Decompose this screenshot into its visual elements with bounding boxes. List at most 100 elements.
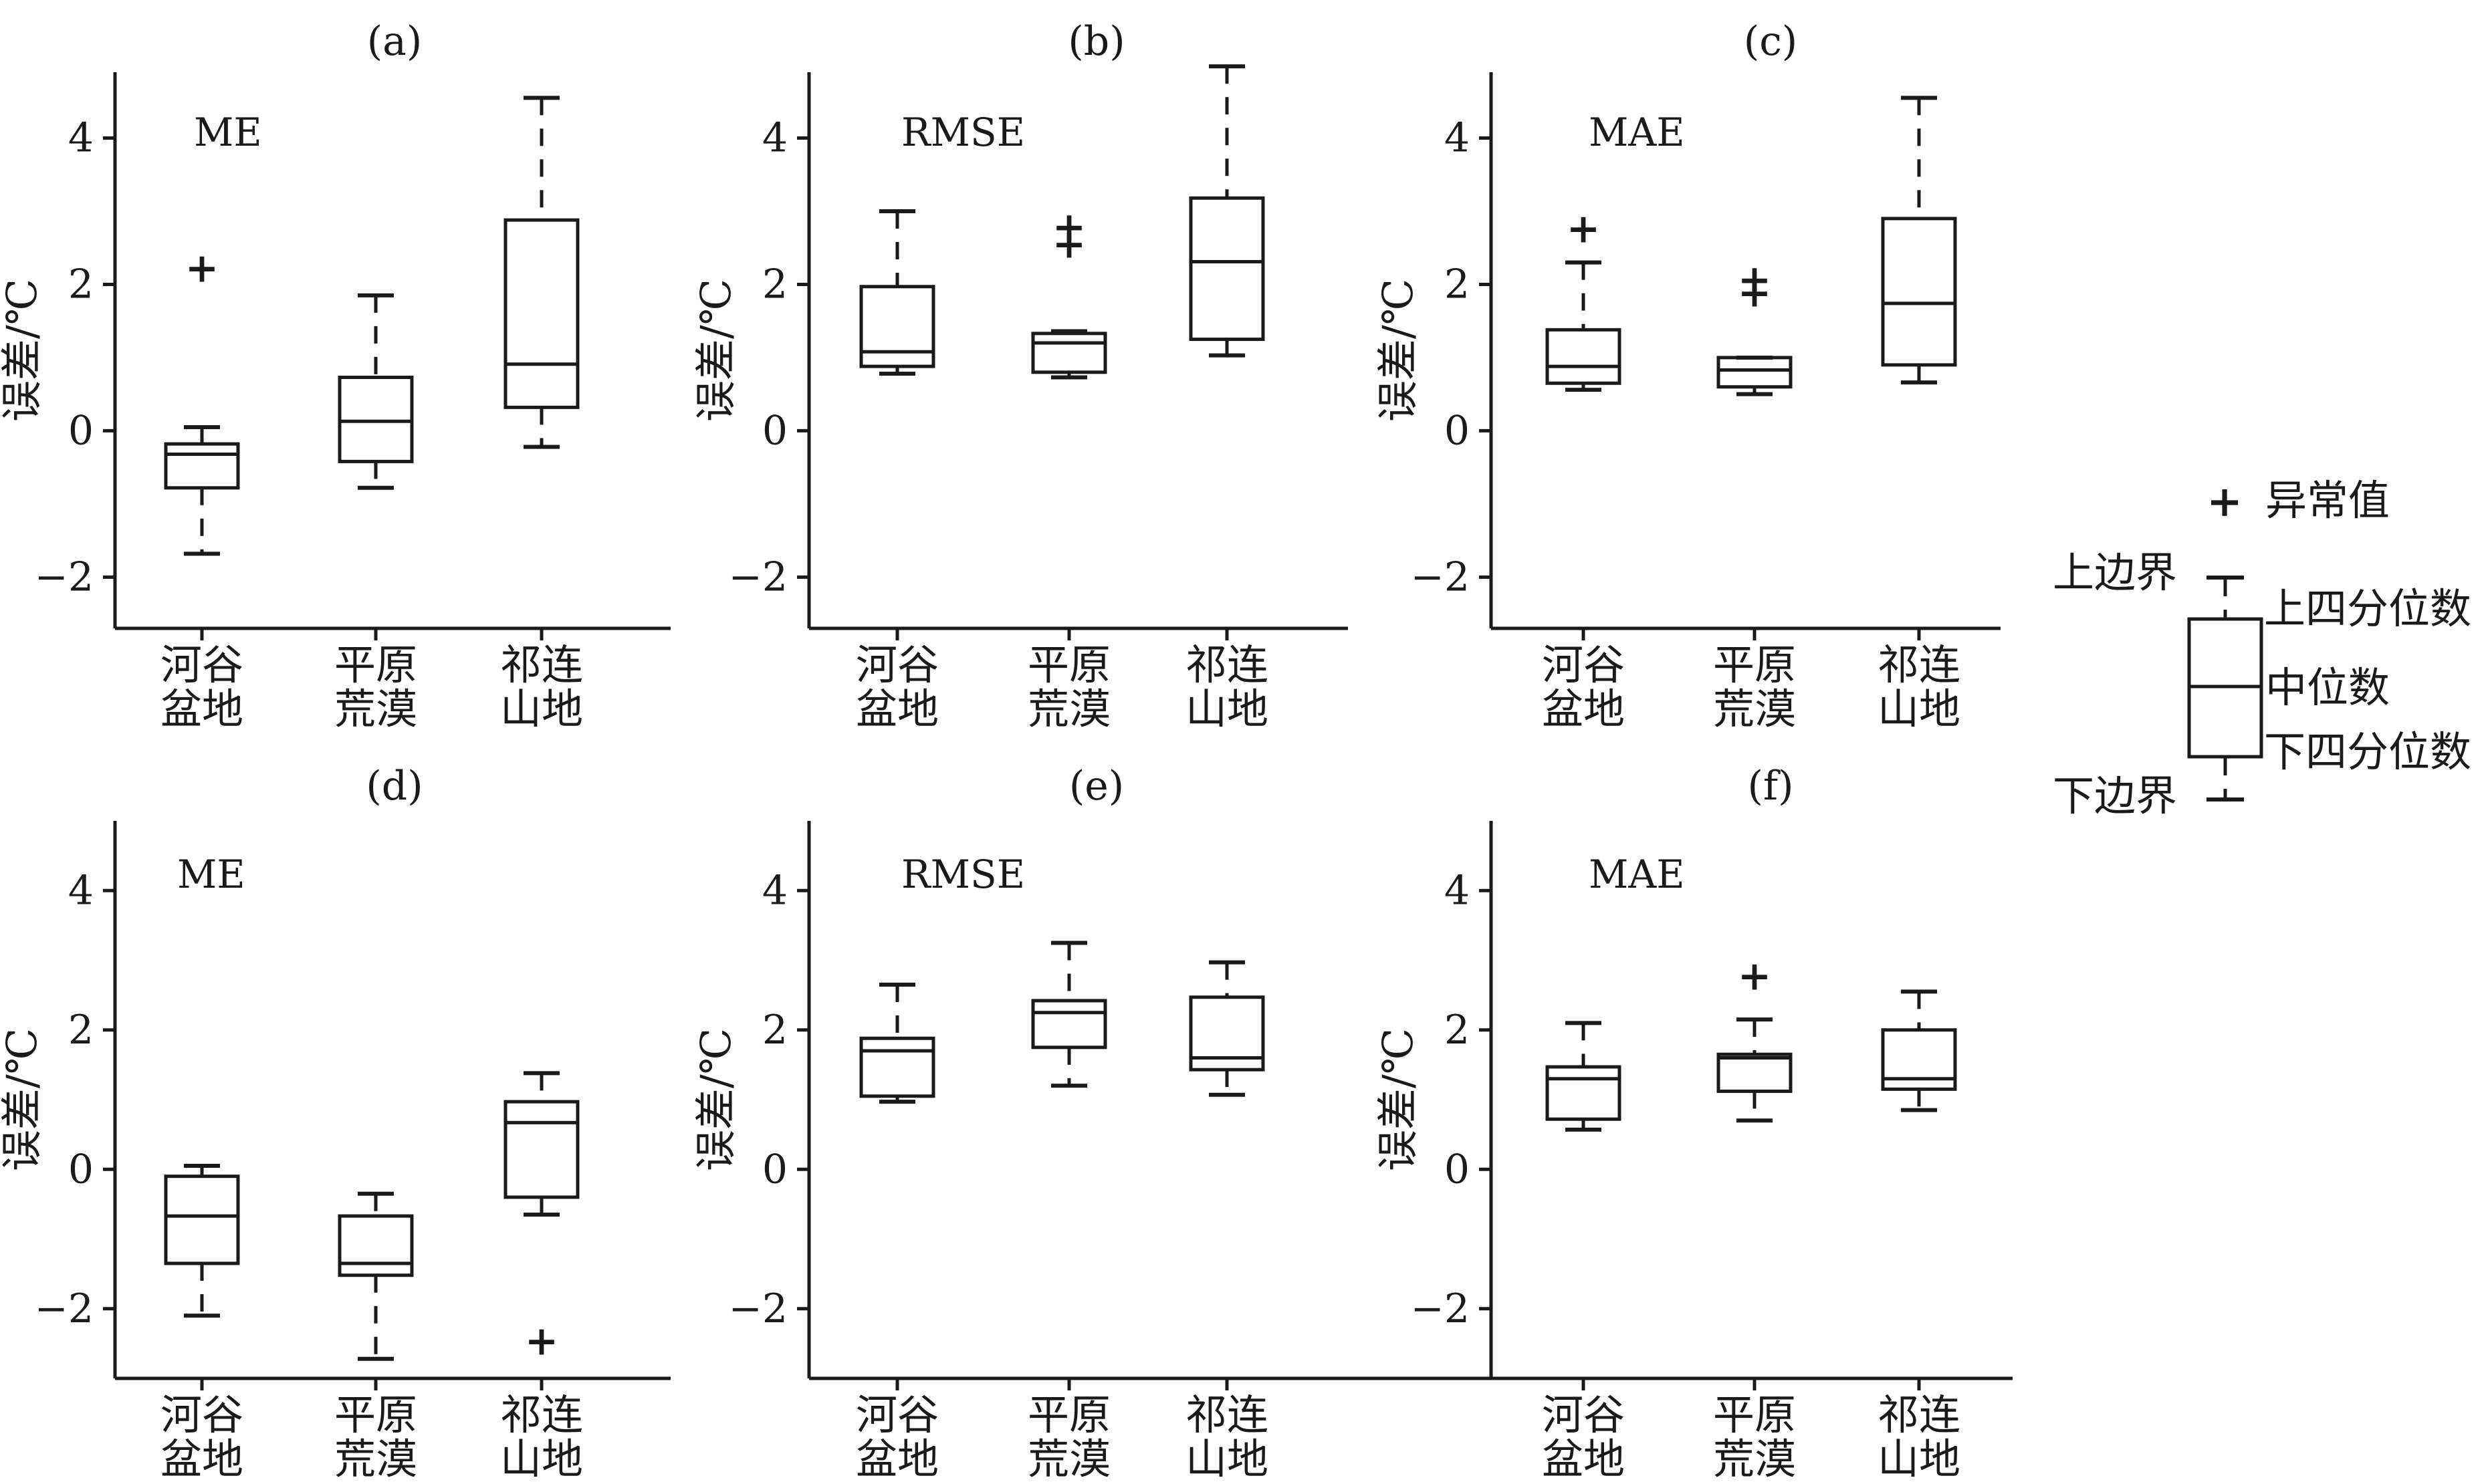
y-axis-label: 误差/℃	[691, 279, 740, 422]
box-1: +	[164, 245, 240, 556]
iqr-box	[859, 1036, 935, 1098]
x-tick-label: 荒漠	[1713, 1435, 1796, 1483]
box-2: +	[1716, 953, 1793, 1123]
x-tick-label: 山地	[1878, 685, 1960, 733]
iqr-box	[1881, 217, 1957, 367]
outlier-marker: +	[525, 1318, 558, 1365]
iqr-box	[338, 376, 414, 463]
y-tick-label: 2	[68, 1007, 94, 1054]
legend-lower-bound-label: 下边界	[2053, 771, 2177, 820]
box-1	[164, 1164, 240, 1318]
x-tick-label: 盆地	[160, 1435, 243, 1483]
y-tick-label: 0	[1444, 1146, 1470, 1193]
y-tick-label: 0	[762, 407, 788, 454]
y-tick-label: 0	[1444, 407, 1470, 454]
metric-label: RMSE	[901, 852, 1025, 897]
y-tick-label: 4	[762, 115, 788, 162]
panel-title: (d)	[366, 763, 423, 810]
box-3	[1881, 96, 1957, 385]
y-tick-label: 2	[1444, 261, 1470, 307]
x-tick-label: 平原	[1028, 640, 1111, 689]
x-tick-label: 山地	[1185, 685, 1268, 733]
metric-label: ME	[194, 110, 262, 155]
metric-label: MAE	[1589, 852, 1685, 897]
x-tick-label: 山地	[500, 685, 583, 733]
box-2	[1031, 941, 1107, 1088]
box-2	[338, 293, 414, 490]
outlier-marker: +	[1567, 205, 1600, 252]
x-tick-label: 平原	[1028, 1390, 1111, 1439]
iqr-box	[1545, 328, 1621, 385]
legend: + 异常值 上边界 上四分位数 中位数 下四分位数 下边界	[2053, 476, 2471, 820]
y-tick-label: −2	[1411, 553, 1470, 600]
x-tick-label: 荒漠	[1713, 685, 1796, 733]
iqr-box	[859, 285, 935, 368]
y-tick-label: −2	[729, 553, 788, 600]
x-tick-label: 河谷	[1542, 1390, 1625, 1439]
x-tick-label: 荒漠	[334, 685, 417, 733]
panel-title: (a)	[367, 18, 423, 65]
y-tick-label: −2	[35, 553, 94, 600]
box-1	[1545, 1021, 1621, 1132]
x-tick-label: 荒漠	[334, 1435, 417, 1483]
x-tick-label: 山地	[1185, 1435, 1268, 1483]
box-3: +	[503, 1071, 580, 1365]
outlier-marker: +	[1738, 953, 1771, 999]
x-tick-label: 河谷	[160, 640, 243, 689]
box-2	[338, 1191, 414, 1361]
metric-label: MAE	[1589, 110, 1685, 155]
x-tick-label: 盆地	[856, 1435, 939, 1483]
iqr-box	[1031, 999, 1107, 1049]
iqr-box	[1031, 332, 1107, 374]
legend-lower-quartile-label: 下四分位数	[2264, 727, 2471, 776]
panel-title: (e)	[1069, 763, 1124, 810]
y-tick-label: 4	[68, 115, 94, 162]
x-tick-label: 祁连	[1185, 1390, 1268, 1439]
x-tick-label: 河谷	[856, 1390, 939, 1439]
panels: (a)ME误差/℃−2024河谷盆地平原荒漠祁连山地+(b)RMSE误差/℃−2…	[0, 18, 2013, 1483]
iqr-box	[1189, 995, 1265, 1072]
y-axis-label: 误差/℃	[0, 1028, 46, 1171]
x-tick-label: 河谷	[160, 1390, 243, 1439]
y-tick-label: 2	[762, 261, 788, 307]
box-2: ++	[1716, 257, 1793, 396]
x-tick-label: 祁连	[1185, 640, 1268, 689]
legend-upper-bound-label: 上边界	[2053, 548, 2177, 597]
y-axis-label: 误差/℃	[1373, 279, 1422, 422]
outlier-marker: +	[1052, 204, 1086, 251]
iqr-box	[164, 442, 240, 490]
y-tick-label: 4	[762, 867, 788, 914]
x-tick-label: 平原	[334, 640, 417, 689]
box-3	[1189, 960, 1265, 1097]
iqr-box	[1716, 1052, 1793, 1093]
box-1	[859, 982, 935, 1104]
y-tick-label: −2	[35, 1285, 94, 1332]
x-tick-label: 盆地	[160, 685, 243, 733]
iqr-box	[1716, 356, 1793, 389]
iqr-box	[164, 1174, 240, 1265]
x-tick-label: 盆地	[1542, 1435, 1625, 1483]
panel-title: (c)	[1744, 18, 1797, 65]
x-tick-label: 祁连	[1878, 640, 1960, 689]
x-tick-label: 平原	[1713, 1390, 1796, 1439]
box-3	[1189, 64, 1265, 358]
y-tick-label: 2	[68, 261, 94, 307]
y-tick-label: 2	[1444, 1007, 1470, 1054]
y-axis-label: 误差/℃	[1373, 1028, 1422, 1171]
legend-outlier-label: 异常值	[2265, 476, 2390, 525]
y-tick-label: 4	[1444, 867, 1470, 914]
y-tick-label: 2	[762, 1007, 788, 1054]
y-tick-label: 4	[68, 867, 94, 914]
y-tick-label: 0	[68, 407, 94, 454]
iqr-box	[1189, 196, 1265, 342]
outlier-marker: +	[1738, 270, 1771, 317]
y-tick-label: 0	[762, 1146, 788, 1193]
iqr-box	[1545, 1065, 1621, 1121]
